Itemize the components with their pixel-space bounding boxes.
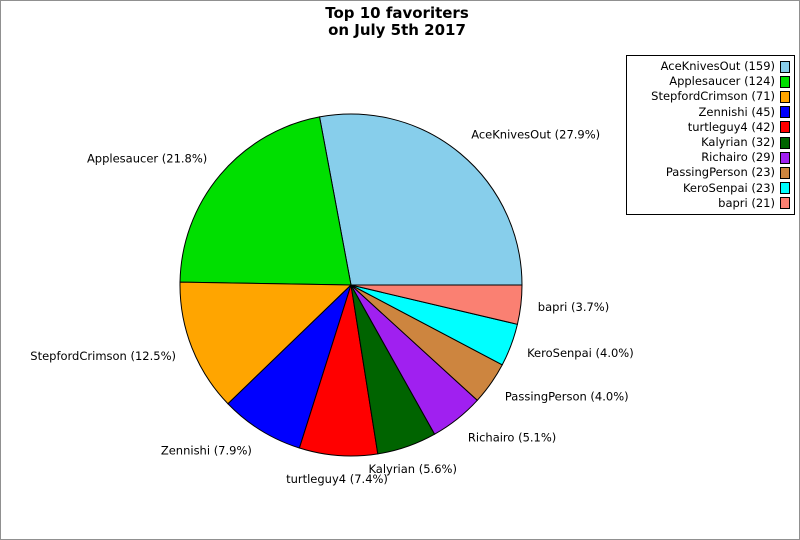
pie-slice-bapri [350, 284, 523, 325]
slice-label-kerosenpai: KeroSenpai (4.0%) [527, 346, 634, 360]
pie-slice-stepfordcrimson [179, 281, 353, 405]
legend-item-label: bapri (21) [718, 195, 775, 210]
legend-item-label: turtleguy4 (42) [687, 119, 775, 134]
legend-color-swatch [780, 106, 790, 119]
legend-color-swatch [780, 60, 790, 73]
legend-item-aceknivesout: AceKnivesOut (159) [629, 59, 790, 74]
legend-item-applesaucer: Applesaucer (124) [629, 74, 790, 89]
slice-label-aceknivesout: AceKnivesOut (27.9%) [471, 127, 600, 141]
legend-color-swatch [780, 151, 790, 164]
legend-item-label: Zennishi (45) [698, 104, 775, 119]
chart-title-line1: Top 10 favoriters [325, 4, 469, 22]
legend-item-bapri: bapri (21) [629, 196, 790, 211]
pie-slice-applesaucer [179, 116, 352, 286]
legend-color-swatch [780, 197, 790, 210]
legend-item-turtleguy4: turtleguy4 (42) [629, 120, 790, 135]
legend-color-swatch [780, 121, 790, 134]
legend-color-swatch [780, 136, 790, 149]
legend-item-label: Kalyrian (32) [701, 135, 775, 150]
slice-label-applesaucer: Applesaucer (21.8%) [87, 152, 207, 166]
slice-label-zennishi: Zennishi (7.9%) [161, 443, 252, 457]
legend-item-label: StepfordCrimson (71) [651, 89, 775, 104]
slice-label-turtleguy4: turtleguy4 (7.4%) [286, 472, 388, 486]
legend-item-stepfordcrimson: StepfordCrimson (71) [629, 89, 790, 104]
slice-label-passingperson: PassingPerson (4.0%) [505, 390, 629, 404]
legend-color-swatch [780, 75, 790, 88]
slice-label-richairo: Richairo (5.1%) [468, 430, 556, 444]
chart-title: Top 10 favoriters on July 5th 2017 [1, 5, 793, 39]
slice-label-stepfordcrimson: StepfordCrimson (12.5%) [30, 349, 176, 363]
slice-label-kalyrian: Kalyrian (5.6%) [368, 462, 457, 476]
legend-item-label: Applesaucer (124) [669, 74, 775, 89]
legend-item-zennishi: Zennishi (45) [629, 105, 790, 120]
legend-color-swatch [780, 90, 790, 103]
legend-item-richairo: Richairo (29) [629, 150, 790, 165]
legend: AceKnivesOut (159) Applesaucer (124) Stepf… [626, 55, 795, 215]
chart-title-line2: on July 5th 2017 [328, 21, 466, 39]
legend-item-kalyrian: Kalyrian (32) [629, 135, 790, 150]
pie-slice-aceknivesout [318, 113, 523, 286]
legend-color-swatch [780, 182, 790, 195]
legend-item-passingperson: PassingPerson (23) [629, 165, 790, 180]
legend-color-swatch [780, 166, 790, 179]
slice-label-bapri: bapri (3.7%) [538, 300, 609, 314]
legend-item-label: AceKnivesOut (159) [660, 59, 775, 74]
legend-item-label: Richairo (29) [701, 150, 775, 165]
legend-item-label: PassingPerson (23) [665, 165, 775, 180]
legend-item-label: KeroSenpai (23) [682, 180, 775, 195]
legend-item-kerosenpai: KeroSenpai (23) [629, 181, 790, 196]
